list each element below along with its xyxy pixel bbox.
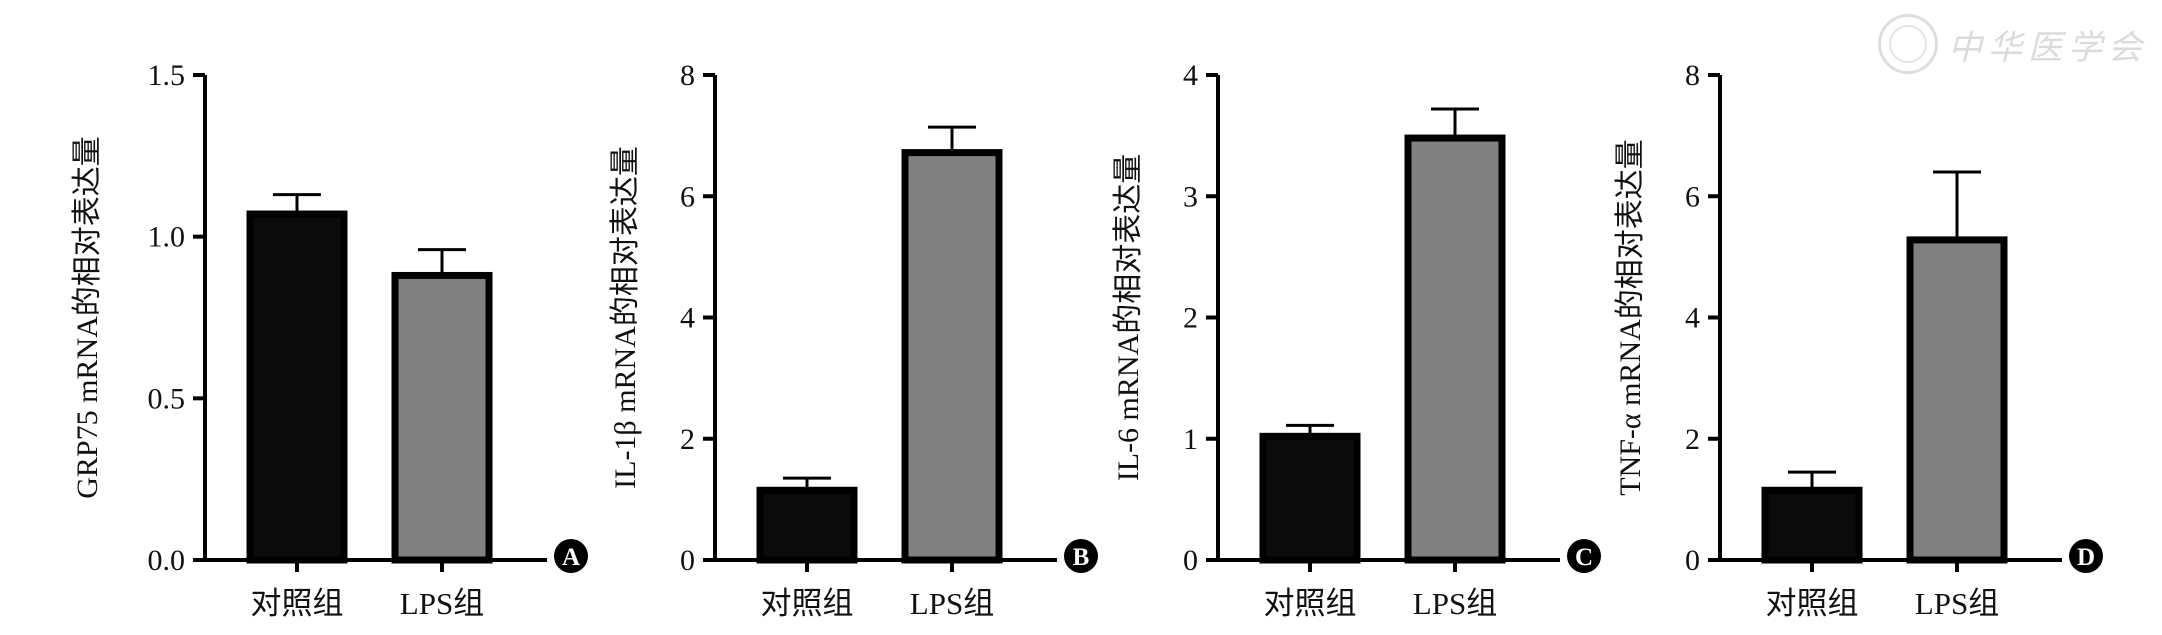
panel-c-y-tick-label: 0 bbox=[1183, 544, 1198, 577]
panel-d-category-label: 对照组 bbox=[1766, 586, 1859, 621]
panel-c-bar-2 bbox=[1404, 134, 1506, 564]
panel-c-y-tick-label: 3 bbox=[1183, 180, 1198, 213]
panel-a-category-label: 对照组 bbox=[251, 586, 344, 621]
panel-a-letter: A bbox=[562, 544, 580, 571]
panel-a-letter-badge bbox=[554, 539, 588, 573]
panel-b-bar-1 bbox=[756, 486, 858, 564]
panel-b-category-label: LPS组 bbox=[910, 586, 994, 621]
panel-d-y-tick-label: 6 bbox=[1685, 180, 1700, 213]
panel-b-y-axis-label: IL-1β mRNA的相对表达量 bbox=[609, 146, 642, 489]
panel-c-letter: C bbox=[1575, 544, 1593, 571]
panel-a-category-label: LPS组 bbox=[400, 586, 484, 621]
watermark-text: 中华医学会 bbox=[1948, 27, 2148, 68]
panel-d-y-tick-label: 8 bbox=[1685, 59, 1700, 92]
panel-d-bar-2 bbox=[1906, 236, 2008, 564]
panel-c-y-axis-label: IL-6 mRNA的相对表达量 bbox=[1112, 154, 1145, 481]
panel-a-y-tick-label: 1.0 bbox=[148, 221, 186, 254]
panel-c-bar-1 bbox=[1259, 432, 1361, 564]
panel-d-category-label: LPS组 bbox=[1915, 586, 1999, 621]
panel-b-y-tick-label: 6 bbox=[680, 180, 695, 213]
panel-b-y-tick-label: 2 bbox=[680, 423, 695, 456]
panel-b-letter: B bbox=[1073, 544, 1090, 571]
panel-a-y-tick-label: 1.5 bbox=[148, 59, 186, 92]
panel-a-bar-1 bbox=[246, 210, 348, 564]
panel-a-y-tick-label: 0.0 bbox=[148, 544, 186, 577]
panel-a-y-tick-label: 0.5 bbox=[148, 382, 186, 415]
panel-c-y-tick-label: 2 bbox=[1183, 302, 1198, 335]
panel-a-y-axis-label: GRP75 mRNA的相对表达量 bbox=[71, 136, 104, 499]
watermark: 中华医学会 bbox=[1878, 14, 2148, 74]
panel-d-y-tick-label: 4 bbox=[1685, 302, 1700, 335]
panel-d-y-axis-label: TNF-α mRNA的相对表达量 bbox=[1614, 139, 1647, 496]
society-seal-icon bbox=[1878, 14, 1938, 74]
panel-d-bar-1 bbox=[1761, 486, 1863, 564]
panel-b-category-label: 对照组 bbox=[761, 586, 854, 621]
panel-d-y-tick-label: 0 bbox=[1685, 544, 1700, 577]
panel-b-y-tick-label: 0 bbox=[680, 544, 695, 577]
panel-c-y-tick-label: 4 bbox=[1183, 59, 1198, 92]
panel-d-y-tick-label: 2 bbox=[1685, 423, 1700, 456]
panel-b-y-tick-label: 8 bbox=[680, 59, 695, 92]
panel-b-y-tick-label: 4 bbox=[680, 302, 695, 335]
panel-d-letter-badge bbox=[2069, 539, 2103, 573]
panel-a-bar-2 bbox=[391, 271, 493, 564]
panel-c-letter-badge bbox=[1567, 539, 1601, 573]
panel-b-bar-2 bbox=[901, 149, 1003, 564]
panel-c-category-label: 对照组 bbox=[1264, 586, 1357, 621]
panel-c-y-tick-label: 1 bbox=[1183, 423, 1198, 456]
panel-d-letter: D bbox=[2077, 544, 2095, 571]
panel-c-category-label: LPS组 bbox=[1413, 586, 1497, 621]
panel-b-letter-badge bbox=[1064, 539, 1098, 573]
